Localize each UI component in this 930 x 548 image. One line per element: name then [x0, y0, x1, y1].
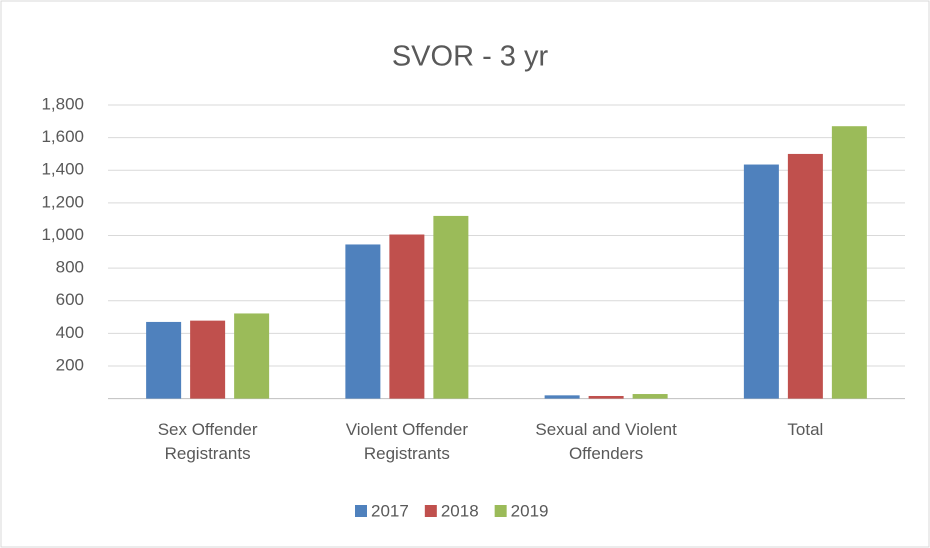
bar — [588, 395, 624, 399]
bar — [787, 153, 823, 399]
y-tick-label: 1,400 — [41, 160, 84, 179]
legend-swatch — [494, 505, 507, 517]
y-tick-label: 1,600 — [41, 127, 84, 146]
chart-title: SVOR - 3 yr — [392, 41, 549, 73]
y-tick-label: 600 — [56, 290, 84, 309]
legend-label: 2019 — [511, 501, 549, 520]
bar — [389, 234, 425, 399]
x-tick-label: Violent Offender Registrants — [345, 420, 468, 463]
y-tick-label: 400 — [56, 323, 84, 342]
bar — [190, 320, 226, 399]
y-tick-label: 1,000 — [41, 225, 84, 244]
bar — [234, 313, 270, 399]
legend-swatch — [424, 505, 437, 517]
x-tick-label: Sex Offender Registrants — [157, 420, 258, 463]
x-tick-label: Total — [787, 420, 824, 439]
bar — [146, 321, 182, 399]
y-tick-label: 1,800 — [41, 94, 84, 113]
bar — [345, 244, 381, 399]
y-tick-label: 200 — [56, 355, 84, 374]
legend-swatch — [355, 505, 367, 517]
bar — [544, 395, 580, 399]
bar — [632, 394, 668, 399]
legend-label: 2018 — [441, 501, 479, 520]
x-tick-label: Sexual and Violent Offenders — [535, 420, 677, 463]
bar — [433, 215, 469, 399]
bar — [831, 126, 867, 399]
bar — [743, 164, 779, 399]
y-tick-label: 800 — [56, 258, 84, 277]
legend-label: 2017 — [371, 501, 409, 520]
y-tick-label: 1,200 — [41, 192, 84, 211]
